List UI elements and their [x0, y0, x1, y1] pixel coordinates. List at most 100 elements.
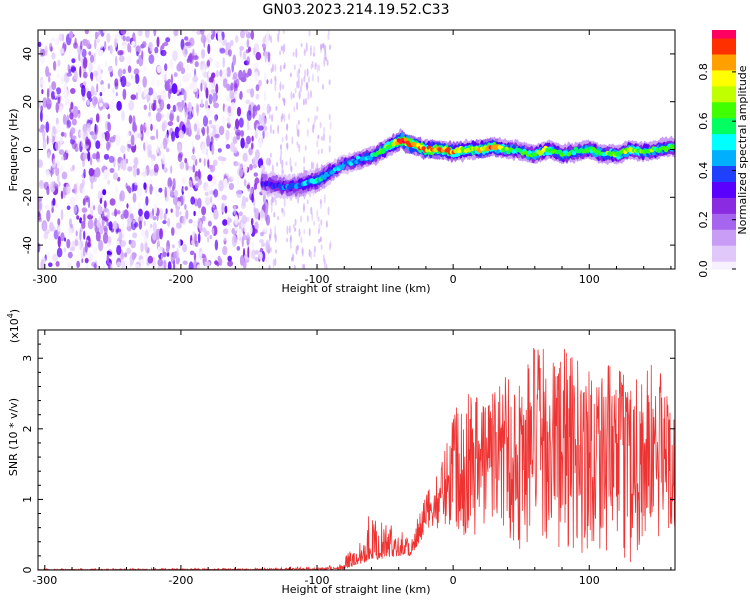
colorbar-cell: [712, 169, 736, 173]
noise-speckle: [114, 208, 118, 217]
noise-speckle: [308, 228, 311, 237]
noise-speckle: [57, 218, 61, 226]
noise-speckle: [254, 256, 259, 262]
noise-speckle: [289, 72, 292, 78]
noise-speckle: [98, 216, 101, 222]
noise-speckle: [231, 175, 234, 180]
noise-speckle: [240, 30, 245, 39]
colorbar-cell: [712, 203, 736, 206]
x-tick-label: -100: [305, 574, 330, 587]
noise-speckle: [95, 231, 101, 242]
noise-speckle: [93, 70, 99, 77]
spectrogram-y-axis-title: Frequency (Hz): [7, 109, 20, 192]
noise-speckle: [328, 79, 331, 86]
noise-speckle: [116, 245, 122, 256]
noise-speckle: [109, 168, 115, 173]
colorbar-cell: [712, 217, 736, 220]
noise-speckle: [317, 75, 320, 83]
colorbar-cell: [712, 225, 736, 228]
noise-speckle: [319, 199, 322, 204]
noise-speckle: [143, 182, 147, 190]
noise-speckle: [212, 92, 216, 105]
noise-speckle: [145, 196, 149, 206]
colorbar-cell: [712, 119, 736, 123]
noise-speckle: [62, 192, 66, 199]
noise-speckle: [308, 76, 311, 83]
noise-speckle: [250, 217, 254, 226]
noise-speckle: [208, 93, 213, 105]
noise-speckle: [140, 43, 145, 49]
noise-speckle: [38, 159, 43, 168]
noise-speckle: [224, 205, 228, 214]
noise-speckle: [235, 118, 240, 130]
colorbar-tick-label: 0.6: [697, 112, 710, 130]
colorbar-cell: [712, 133, 736, 137]
noise-speckle: [83, 152, 88, 161]
noise-speckle: [292, 224, 295, 229]
noise-speckle: [246, 232, 250, 238]
noise-speckle: [52, 253, 58, 262]
noise-speckle: [314, 115, 317, 123]
noise-speckle: [136, 84, 142, 96]
noise-speckle: [99, 44, 104, 49]
noise-speckle: [192, 55, 199, 61]
noise-speckle: [153, 30, 157, 37]
noise-speckle: [97, 204, 102, 215]
noise-speckle: [311, 61, 314, 68]
noise-speckle: [264, 131, 270, 138]
noise-speckle: [131, 41, 136, 46]
noise-speckle: [58, 149, 65, 156]
noise-speckle: [53, 183, 59, 190]
noise-speckle: [126, 203, 129, 209]
noise-speckle: [82, 198, 86, 206]
noise-speckle: [240, 130, 245, 137]
noise-speckle: [107, 264, 111, 269]
noise-speckle: [39, 47, 43, 58]
noise-speckle: [103, 200, 107, 209]
noise-speckle: [144, 30, 150, 39]
noise-speckle: [236, 131, 241, 141]
colorbar-cell: [712, 159, 736, 163]
noise-speckle: [206, 125, 209, 136]
noise-speckle: [54, 38, 60, 46]
noise-speckle: [50, 37, 56, 42]
noise-speckle: [71, 135, 77, 140]
colorbar-cell: [712, 137, 736, 141]
noise-speckle: [283, 209, 286, 218]
noise-speckle: [121, 110, 125, 121]
noise-speckle: [199, 158, 202, 163]
snr-panel: -300 -200 -100 0 100 0 1 2 3 Height of straight…: [6, 309, 676, 596]
noise-speckle: [204, 261, 211, 267]
noise-speckle: [253, 46, 256, 56]
noise-speckle: [44, 45, 48, 57]
noise-speckle: [152, 231, 157, 241]
noise-speckle: [158, 187, 163, 193]
noise-speckle: [279, 64, 282, 73]
noise-speckle: [152, 91, 158, 101]
colorbar-cell: [712, 95, 736, 99]
colorbar-cell: [712, 35, 736, 39]
noise-speckle: [63, 87, 68, 100]
noise-speckle: [293, 64, 296, 70]
noise-speckle: [289, 157, 292, 167]
noise-speckle: [266, 103, 271, 115]
noise-speckle: [310, 45, 312, 51]
noise-speckle: [45, 121, 50, 133]
colorbar-cell: [712, 135, 736, 139]
noise-speckle: [112, 220, 118, 231]
noise-speckle: [272, 129, 275, 135]
noise-speckle: [60, 131, 65, 137]
noise-speckle: [149, 183, 153, 195]
colorbar-cell: [712, 237, 736, 240]
noise-speckle: [195, 255, 200, 263]
noise-speckle: [55, 140, 61, 151]
noise-speckle: [67, 64, 71, 72]
noise-speckle: [82, 38, 88, 44]
noise-speckle: [61, 33, 65, 42]
noise-speckle: [106, 250, 111, 255]
noise-speckle: [184, 203, 187, 210]
noise-speckle: [156, 128, 159, 140]
noise-speckle: [238, 168, 244, 178]
noise-speckle: [62, 254, 69, 260]
noise-speckle: [131, 183, 135, 193]
